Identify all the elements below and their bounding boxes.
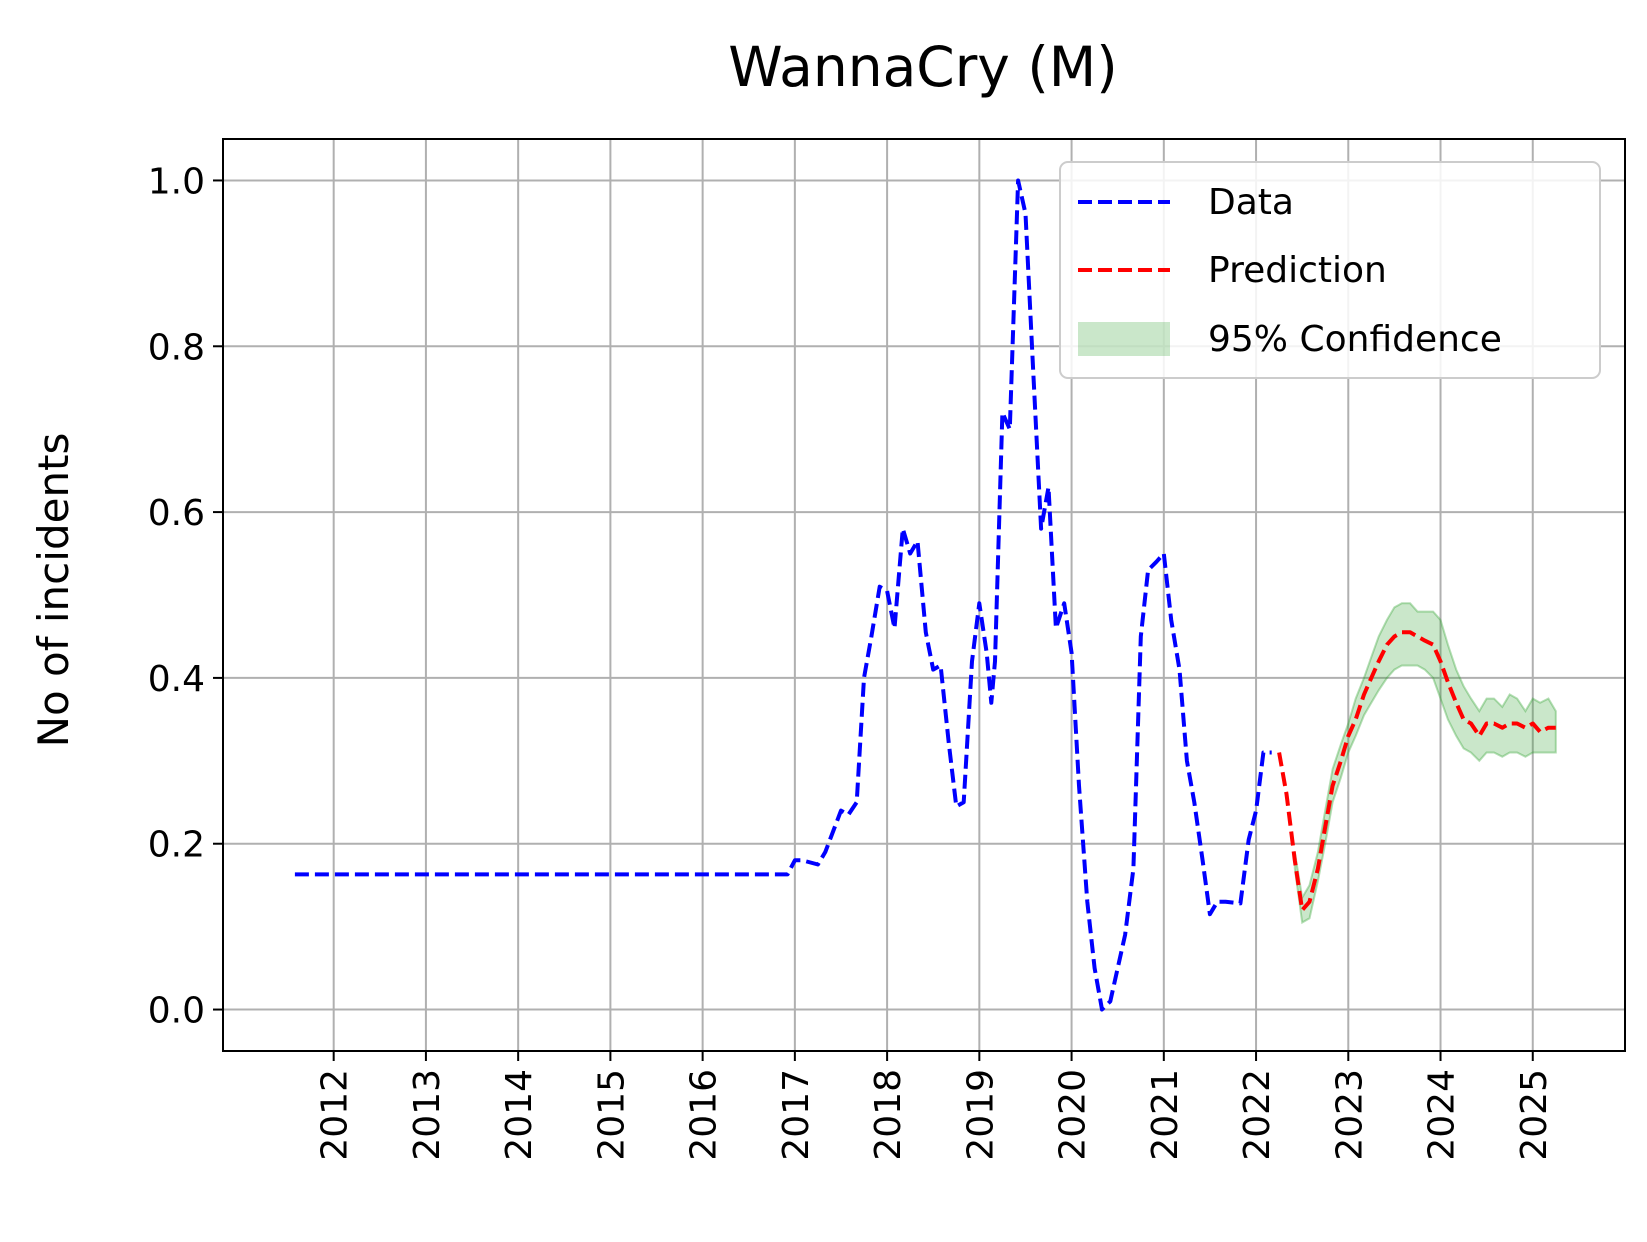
x-tick-label: 2025 — [1514, 1069, 1555, 1161]
x-tick-label: 2017 — [776, 1069, 817, 1161]
y-tick-label: 0.2 — [148, 825, 205, 866]
x-tick-label: 2013 — [407, 1069, 448, 1161]
y-tick-label: 0.8 — [148, 327, 205, 368]
x-tick-label: 2022 — [1237, 1069, 1278, 1161]
y-tick-label: 1.0 — [148, 161, 205, 202]
x-tick-label: 2021 — [1145, 1069, 1186, 1161]
chart-title: WannaCry (M) — [728, 35, 1117, 99]
x-tick-label: 2014 — [499, 1069, 540, 1161]
series-lines — [294, 178, 1556, 1012]
x-tick-label: 2023 — [1329, 1069, 1370, 1161]
x-tick-label: 2012 — [315, 1069, 356, 1161]
y-axis-ticks: 0.0 0.2 0.4 0.6 0.8 1.0 — [148, 161, 223, 1032]
x-tick-label: 2018 — [868, 1069, 909, 1161]
confidence-band — [1293, 602, 1557, 925]
y-axis-label: No of incidents — [29, 433, 78, 748]
x-tick-label: 2019 — [960, 1069, 1001, 1161]
x-tick-label: 2015 — [591, 1069, 632, 1161]
y-tick-label: 0.0 — [148, 991, 205, 1032]
legend-label-confidence: 95% Confidence — [1208, 319, 1502, 360]
y-tick-label: 0.4 — [148, 659, 205, 700]
x-tick-label: 2020 — [1053, 1069, 1094, 1161]
series-line-prediction — [1277, 630, 1556, 913]
legend-frame — [1059, 161, 1601, 379]
confidence-band-area — [1293, 602, 1557, 925]
x-axis-ticks: 2012 2013 2014 2015 2016 2017 2018 2019 2020 2021… — [315, 1051, 1555, 1161]
x-tick-label: 2016 — [684, 1069, 725, 1161]
legend: Data Prediction 95% Confidence — [1059, 161, 1601, 379]
plot-area-frame — [222, 138, 1626, 1052]
x-tick-label: 2024 — [1422, 1069, 1463, 1161]
legend-label-data: Data — [1208, 182, 1294, 223]
legend-swatch-confidence — [1078, 322, 1170, 356]
legend-label-prediction: Prediction — [1208, 250, 1387, 291]
y-tick-label: 0.6 — [148, 493, 205, 534]
